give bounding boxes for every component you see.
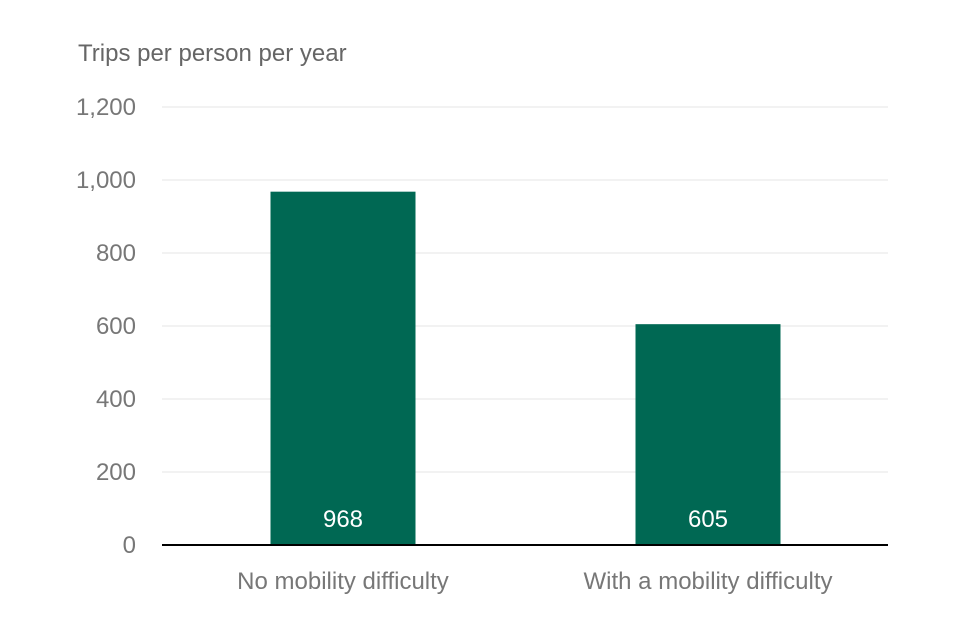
bars: [270, 191, 781, 545]
bar: [270, 191, 416, 545]
bar-data-label: 968: [323, 506, 363, 533]
x-category-label: No mobility difficulty: [237, 568, 449, 595]
y-tick-label: 1,000: [76, 167, 136, 194]
y-tick-label: 1,200: [76, 94, 136, 121]
x-axis-categories: No mobility difficulty With a mobility di…: [237, 568, 832, 595]
y-tick-label: 800: [96, 240, 136, 267]
y-tick-label: 400: [96, 386, 136, 413]
x-category-label: With a mobility difficulty: [584, 568, 833, 595]
y-axis-ticks: 0 200 400 600 800 1,000 1,200: [76, 94, 136, 559]
data-labels: 968 605: [323, 506, 728, 533]
bar-data-label: 605: [688, 506, 728, 533]
bar: [635, 324, 781, 545]
y-tick-label: 0: [123, 532, 136, 559]
y-tick-label: 600: [96, 313, 136, 340]
y-axis-title: Trips per person per year: [78, 40, 347, 67]
y-tick-label: 200: [96, 459, 136, 486]
